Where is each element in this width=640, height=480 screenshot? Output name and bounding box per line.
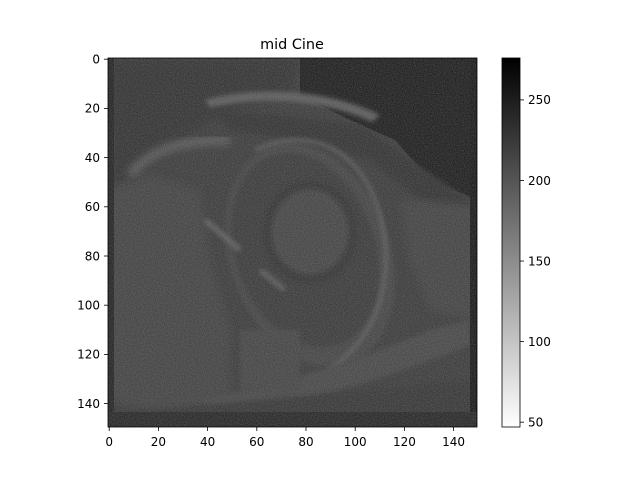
y-tick-label: 20 — [85, 102, 100, 116]
image-frame — [107, 57, 478, 428]
y-tick-label: 100 — [77, 299, 100, 313]
x-axis: 0 20 40 60 80 100 120 140 — [105, 427, 465, 449]
x-tick-label: 140 — [442, 435, 465, 449]
x-tick-label: 0 — [105, 435, 113, 449]
x-tick-label: 20 — [151, 435, 166, 449]
image-title: mid Cine — [260, 37, 324, 53]
y-axis: 0 20 40 60 80 100 120 140 — [77, 53, 108, 411]
y-tick-label: 80 — [85, 249, 100, 263]
x-tick-label: 120 — [393, 435, 416, 449]
colorbar — [501, 57, 521, 428]
y-tick-label: 120 — [77, 348, 100, 362]
x-tick-label: 60 — [249, 435, 264, 449]
y-tick-label: 60 — [85, 200, 100, 214]
mri-image — [108, 58, 477, 427]
colorbar-tick-label: 250 — [528, 93, 551, 107]
x-tick-label: 100 — [344, 435, 367, 449]
y-tick-label: 40 — [85, 151, 100, 165]
colorbar-tick-label: 150 — [528, 254, 551, 268]
y-tick-label: 0 — [92, 53, 100, 67]
colorbar-tick-label: 50 — [528, 415, 543, 429]
x-tick-label: 40 — [200, 435, 215, 449]
colorbar-tick-label: 100 — [528, 335, 551, 349]
colorbar-tick-label: 200 — [528, 174, 551, 188]
x-tick-label: 80 — [298, 435, 313, 449]
colorbar-axis: 50 100 150 200 250 — [520, 93, 551, 429]
y-tick-label: 140 — [77, 397, 100, 411]
